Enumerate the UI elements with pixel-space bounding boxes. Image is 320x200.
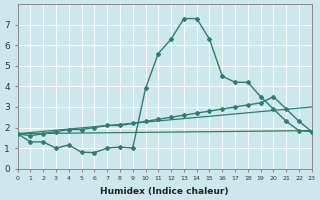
X-axis label: Humidex (Indice chaleur): Humidex (Indice chaleur) [100, 187, 229, 196]
